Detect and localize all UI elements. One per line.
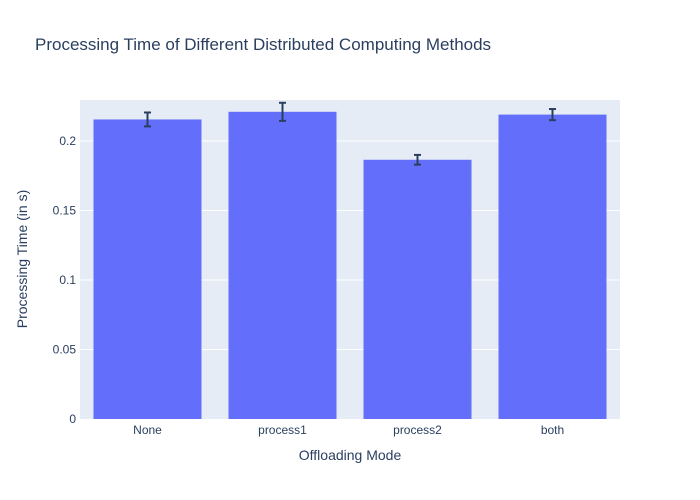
error-bar-process2 (414, 153, 421, 166)
y-tick-label: 0.05 (53, 343, 77, 357)
error-bar-process1 (279, 101, 286, 122)
x-tick-label: both (541, 423, 564, 437)
bar-both (498, 114, 607, 419)
bar-none (93, 119, 202, 420)
y-axis-title: Processing Time (in s) (14, 190, 30, 328)
y-tick-labels: 0 0.05 0.1 0.15 0.2 (53, 134, 77, 426)
x-tick-labels: None process1 process2 both (133, 423, 564, 437)
bars-layer (93, 111, 607, 420)
y-tick-label: 0 (69, 412, 76, 426)
x-tick-label: None (133, 423, 162, 437)
error-bar-both (549, 108, 556, 122)
y-tick-label: 0.2 (59, 134, 76, 148)
error-bar-none (144, 111, 151, 128)
y-tick-label: 0.15 (53, 204, 77, 218)
y-tick-label: 0.1 (59, 273, 76, 287)
error-bars-layer (144, 101, 556, 166)
x-axis-title: Offloading Mode (299, 447, 402, 463)
chart-title: Processing Time of Different Distributed… (35, 35, 491, 54)
bar-process2 (363, 159, 472, 420)
bar-process1 (228, 111, 337, 419)
x-tick-label: process1 (258, 423, 307, 437)
x-tick-label: process2 (393, 423, 442, 437)
